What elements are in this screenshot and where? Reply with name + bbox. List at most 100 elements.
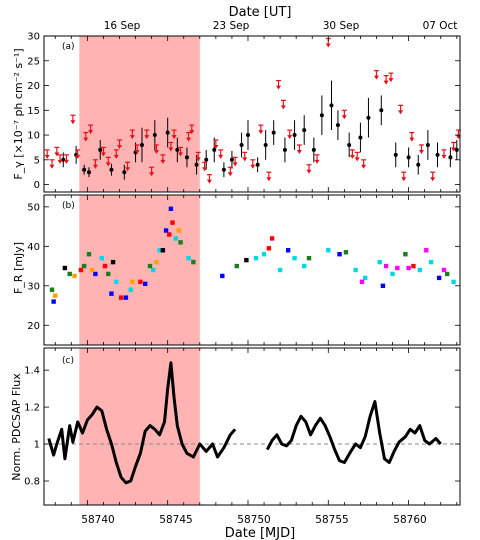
detection-point bbox=[194, 162, 199, 167]
flux-point bbox=[343, 250, 349, 255]
panel-labels: (a) (b) (c) bbox=[62, 42, 75, 366]
upper-limit-arrow bbox=[105, 162, 111, 167]
flux-point bbox=[81, 263, 87, 269]
flux-point bbox=[160, 248, 166, 253]
flux-point bbox=[406, 265, 411, 271]
y-tick-label: 1.4 bbox=[24, 366, 40, 377]
detection-point bbox=[406, 155, 411, 160]
y-tick-label: 25 bbox=[27, 56, 40, 67]
y-tick-label: 15 bbox=[27, 106, 40, 117]
detection-point bbox=[98, 147, 103, 152]
flux-point bbox=[302, 263, 307, 269]
detection-point bbox=[263, 142, 268, 147]
flux-point bbox=[186, 255, 191, 261]
flux-point bbox=[110, 259, 116, 265]
detection-point bbox=[175, 147, 180, 152]
flux-point bbox=[220, 273, 225, 279]
detection-point bbox=[448, 155, 453, 160]
flux-point bbox=[234, 263, 239, 269]
y-tick-label: 0.8 bbox=[24, 476, 40, 487]
flux-point bbox=[377, 259, 382, 265]
detection-point bbox=[184, 155, 189, 160]
panel-frame bbox=[43, 35, 461, 193]
upper-limit-arrow bbox=[57, 159, 63, 164]
flux-point bbox=[154, 259, 159, 265]
upper-limit-arrow bbox=[213, 145, 219, 149]
flux-point bbox=[123, 295, 129, 300]
detection-point bbox=[435, 152, 440, 157]
flux-point bbox=[89, 267, 95, 273]
upper-limit-arrow bbox=[144, 135, 150, 140]
x-tick-label-58750: 58750 bbox=[237, 514, 270, 526]
flux-point bbox=[67, 271, 72, 277]
flux-point bbox=[109, 291, 114, 296]
panel-b-label: (b) bbox=[62, 201, 75, 211]
flux-point bbox=[168, 206, 174, 212]
panel-b-ylabel: F_R [mJy] bbox=[12, 242, 25, 294]
flux-point bbox=[191, 259, 196, 265]
detection-point bbox=[229, 157, 234, 162]
shaded-interval bbox=[79, 348, 200, 505]
upper-limit-arrow bbox=[186, 137, 192, 142]
upper-limit-arrow bbox=[134, 149, 140, 154]
upper-limit-arrow bbox=[314, 159, 320, 164]
panel-frame bbox=[43, 194, 461, 346]
light-curve-segment bbox=[47, 361, 237, 485]
y-tick-label: 0 bbox=[34, 180, 40, 191]
y-tick-label: 20 bbox=[27, 321, 40, 332]
detection-point bbox=[204, 157, 209, 162]
y-tick-label: 50 bbox=[27, 202, 40, 213]
top-tick-label-23sep: 23 Sep bbox=[213, 20, 250, 32]
detection-point bbox=[139, 142, 144, 147]
upper-limit-arrow bbox=[232, 162, 238, 167]
upper-limit-arrow bbox=[325, 43, 331, 48]
panel-c-label: (c) bbox=[62, 356, 74, 366]
detection-point bbox=[239, 142, 244, 147]
bottom-axis: 58740 58745 58750 58755 58760 Date [MJD] bbox=[81, 514, 426, 540]
flux-point bbox=[266, 246, 272, 251]
upper-limit-arrow bbox=[242, 157, 248, 162]
flux-point bbox=[157, 248, 162, 253]
detection-point bbox=[393, 152, 398, 157]
y-tick-label: 40 bbox=[27, 242, 40, 253]
flux-point bbox=[363, 275, 368, 281]
panel-c-marks bbox=[44, 361, 460, 485]
top-tick-label-16sep: 16 Sep bbox=[104, 20, 141, 32]
flux-point bbox=[72, 273, 77, 279]
y-tick-label: 30 bbox=[27, 32, 40, 43]
flux-point bbox=[114, 279, 119, 285]
upper-limit-arrow bbox=[70, 120, 76, 125]
upper-limit-arrow bbox=[171, 135, 177, 140]
upper-limit-arrow bbox=[178, 152, 184, 157]
flux-point bbox=[277, 267, 283, 273]
upper-limit-arrow bbox=[113, 154, 119, 159]
flux-point bbox=[451, 279, 456, 285]
detection-point bbox=[358, 135, 363, 140]
x-tick-label-58745: 58745 bbox=[159, 514, 192, 526]
flux-point bbox=[173, 236, 178, 241]
shaded-interval-layer bbox=[79, 36, 200, 505]
flux-point bbox=[261, 252, 267, 257]
flux-point bbox=[424, 248, 429, 253]
detection-point bbox=[335, 123, 340, 128]
upper-limit-arrow bbox=[287, 135, 293, 140]
upper-limit-arrow bbox=[451, 147, 457, 152]
upper-limit-arrow bbox=[168, 147, 174, 152]
detection-point bbox=[425, 142, 430, 147]
flux-point bbox=[390, 271, 395, 277]
flux-point bbox=[151, 267, 156, 273]
flux-point bbox=[49, 287, 55, 292]
detection-point bbox=[311, 147, 316, 152]
plot-layer bbox=[44, 37, 461, 485]
flux-point bbox=[417, 267, 423, 273]
flux-point bbox=[163, 228, 169, 233]
upper-limit-arrow bbox=[398, 110, 404, 115]
flux-point bbox=[285, 248, 291, 253]
detection-point bbox=[82, 167, 87, 172]
flux-point bbox=[178, 240, 183, 245]
upper-limit-arrow bbox=[153, 149, 159, 154]
detection-point bbox=[347, 142, 352, 147]
upper-limit-arrow bbox=[361, 164, 367, 169]
shaded-interval bbox=[79, 195, 200, 345]
upper-limit-arrow bbox=[116, 145, 122, 149]
